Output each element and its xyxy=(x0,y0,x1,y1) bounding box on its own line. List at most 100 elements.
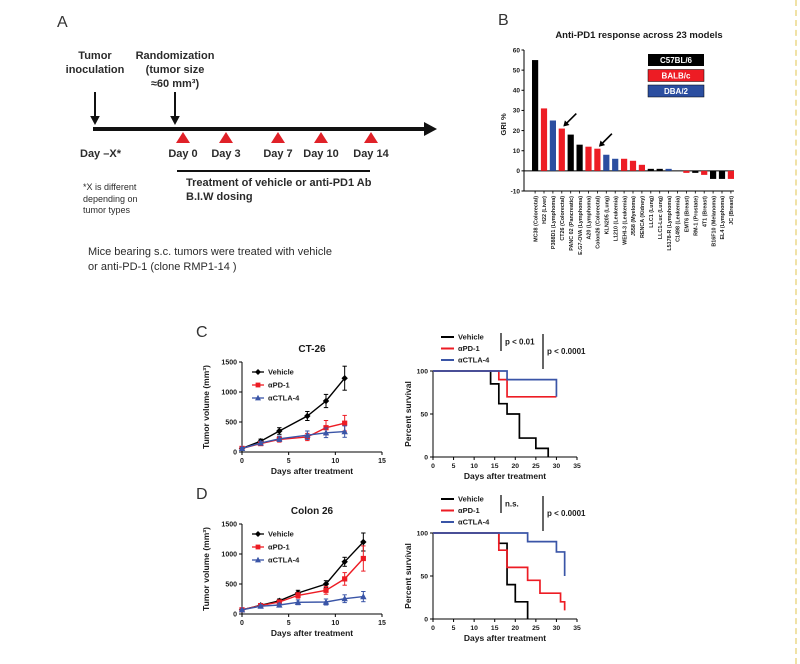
randomization-label: Randomization (tumor size ≈60 mm³) xyxy=(135,50,215,90)
series-marker xyxy=(257,602,264,609)
dose-day-label: Day 7 xyxy=(263,148,293,160)
y-tick-label: 50 xyxy=(420,411,428,418)
panel-b-label: B xyxy=(498,12,509,29)
legend-label: αCTLA-4 xyxy=(458,356,490,365)
dose-triangle-icon xyxy=(176,132,190,143)
x-category-label: EMT6 (Breast) xyxy=(685,196,691,232)
y-tick-label: 100 xyxy=(417,368,429,375)
y-tick-label: 60 xyxy=(513,47,521,54)
series-marker xyxy=(255,556,261,563)
series-marker xyxy=(255,544,261,550)
bar xyxy=(549,120,556,171)
bar xyxy=(603,154,610,171)
x-tick-label: 20 xyxy=(512,463,520,470)
legend-label: αPD-1 xyxy=(268,381,290,390)
x-tick-label: 30 xyxy=(553,625,561,632)
page-edge-marker xyxy=(795,0,797,664)
series-marker xyxy=(342,420,348,426)
panel-c-label: C xyxy=(196,324,208,341)
y-tick-label: 0 xyxy=(424,454,428,461)
legend-label: BALB/c xyxy=(662,72,691,81)
chart-title: CT-26 xyxy=(298,344,326,355)
x-category-label: C1498 (Leukemia) xyxy=(676,196,682,242)
timeline-arrowhead-icon xyxy=(424,122,437,136)
dose-day-label: Day 10 xyxy=(303,148,339,160)
series-marker xyxy=(341,375,348,382)
y-tick-label: 50 xyxy=(513,67,521,74)
x-category-label: EL4 (Lymphoma) xyxy=(720,196,726,240)
y-tick-label: 0 xyxy=(233,611,237,618)
x-category-label: L5178-R (Lymphoma) xyxy=(667,196,673,251)
x-tick-label: 15 xyxy=(378,620,386,627)
x-category-label: CT26 (Colorectal) xyxy=(560,196,566,241)
y-tick-label: 0 xyxy=(516,168,520,175)
legend-label: C57BL/6 xyxy=(660,56,693,65)
survival-curve xyxy=(433,370,558,397)
p-value-label: n.s. xyxy=(505,500,519,509)
legend-label: Vehicle xyxy=(458,495,484,504)
down-arrow-icon xyxy=(170,92,180,125)
x-category-label: 4T1 (Breast) xyxy=(702,196,708,227)
x-tick-label: 0 xyxy=(431,463,435,470)
bar xyxy=(727,170,734,179)
x-tick-label: 5 xyxy=(287,458,291,465)
x-category-label: B16F10 (Melanoma) xyxy=(711,196,717,247)
ct26-tumor-volume-chart: CT-26 0 500 1000 1500 0 5 10 15 Days after treatm… xyxy=(201,344,386,476)
y-tick-label: 30 xyxy=(513,108,521,115)
x-tick-label: 25 xyxy=(532,625,540,632)
p-value-label: p < 0.0001 xyxy=(547,347,586,356)
annotation-arrow-head xyxy=(563,120,570,127)
dose-triangle-icon xyxy=(271,132,285,143)
survival-curve xyxy=(433,532,566,611)
bar xyxy=(710,170,717,179)
y-axis-label: Percent survival xyxy=(403,543,413,609)
x-category-label: MC38 (Colorectal) xyxy=(533,196,539,242)
figure-caption: Mice bearing s.c. tumors were treated wi… xyxy=(88,246,332,273)
bar xyxy=(612,158,619,171)
ct26-survival-chart: 0 50 100 0 5 10 15 20 25 30 35 Days after treatment… xyxy=(403,333,586,481)
anti-pd1-response-bar-chart: Anti-PD1 response across 23 models GRI % -… xyxy=(499,30,735,255)
y-tick-label: 1000 xyxy=(221,389,237,396)
legend-label: αPD-1 xyxy=(458,506,480,515)
series-line xyxy=(241,377,346,450)
p-value-label: p < 0.01 xyxy=(505,338,535,347)
x-category-label: H22 (Liver) xyxy=(542,196,548,224)
series-marker xyxy=(255,382,261,388)
y-axis-label: GRI % xyxy=(499,113,508,135)
bar xyxy=(621,158,628,171)
tumor-inoculation-label: Tumor inoculation xyxy=(65,50,125,76)
footnote: *X is different depending on tumor types xyxy=(83,182,138,216)
series-marker xyxy=(257,439,264,446)
y-tick-label: 0 xyxy=(424,616,428,623)
bar xyxy=(683,170,690,173)
x-axis-label: Days after treatment xyxy=(464,471,546,481)
y-tick-label: 0 xyxy=(233,449,237,456)
dose-triangle-icon xyxy=(364,132,378,143)
legend-label: Vehicle xyxy=(268,368,294,377)
x-category-label: PANC 02 (Pancreatic) xyxy=(569,196,575,251)
legend-label: Vehicle xyxy=(458,333,484,342)
panel-a-label: A xyxy=(57,14,68,31)
series-marker xyxy=(322,429,330,436)
x-axis-label: Days after treatment xyxy=(271,466,353,476)
y-tick-label: 500 xyxy=(225,419,237,426)
x-tick-label: 0 xyxy=(431,625,435,632)
annotation-arrow-line xyxy=(565,112,577,124)
x-tick-label: 25 xyxy=(532,463,540,470)
bar xyxy=(594,148,601,171)
x-tick-label: 10 xyxy=(470,463,478,470)
x-category-label: A20 (Lymphoma) xyxy=(587,196,593,240)
y-tick-label: 500 xyxy=(225,581,237,588)
legend-swatch xyxy=(647,69,705,82)
x-tick-label: 5 xyxy=(452,463,456,470)
x-category-label: J558 (Myeloma) xyxy=(631,196,637,236)
x-tick-label: 35 xyxy=(573,625,581,632)
series-marker xyxy=(322,598,330,605)
series-marker xyxy=(341,595,348,602)
annotation-arrow-head xyxy=(598,140,606,147)
bar xyxy=(540,108,548,171)
y-tick-label: 100 xyxy=(417,530,429,537)
legend-label: αPD-1 xyxy=(458,344,480,353)
dose-day-label: Day 14 xyxy=(353,148,389,160)
